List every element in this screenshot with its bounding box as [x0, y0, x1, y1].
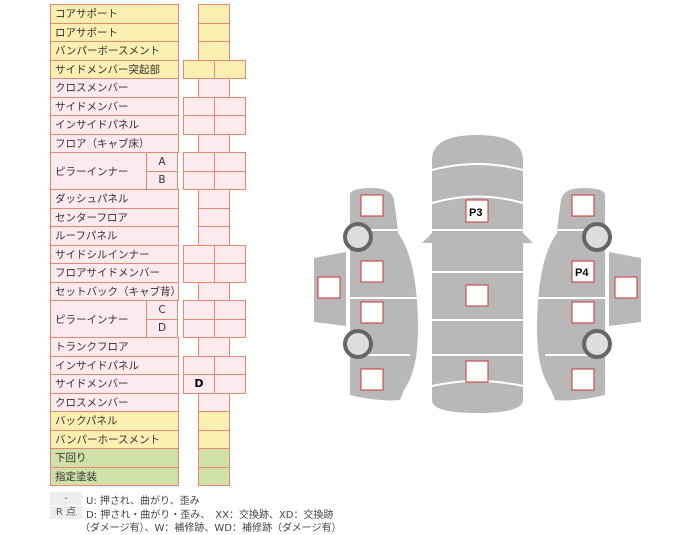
row-label: クロスメンバー	[50, 78, 179, 98]
damage-cell[interactable]	[214, 318, 246, 338]
row-sublabel: C	[146, 300, 178, 320]
damage-cell[interactable]	[214, 263, 246, 283]
wheel-icon	[343, 222, 373, 252]
wheel-icon	[343, 329, 373, 359]
row-label: 下回り	[50, 448, 179, 468]
panel-lines	[350, 163, 605, 387]
damage-cell[interactable]	[214, 59, 246, 79]
legend-key: -	[50, 492, 82, 505]
wheel-icon	[582, 329, 612, 359]
row-label: サイドメンバー突起部	[50, 59, 179, 79]
row-label: インサイドパネル	[50, 115, 179, 135]
row-label: フロア（キャブ床）	[50, 133, 179, 153]
damage-cell[interactable]	[214, 374, 246, 394]
row-label: バンパーホースメント	[50, 429, 179, 449]
row-label: バンパーボースメント	[50, 41, 179, 61]
legend-text: U: 押され、曲がり、歪み	[86, 496, 200, 507]
wheels	[343, 222, 612, 359]
damage-cell[interactable]	[214, 170, 246, 190]
row-sublabel: A	[146, 152, 178, 172]
row-label: サイドメンバー	[50, 96, 179, 116]
damage-markers[interactable]	[317, 194, 638, 391]
row-label: サイドシルインナー	[50, 244, 179, 264]
marker-p3: P3	[469, 207, 482, 219]
row-label: ピラーインナー	[50, 300, 147, 338]
damage-cell[interactable]	[214, 115, 246, 135]
legend-text: D: 押され・曲がり・歪み、 XX：交換跡、XD：交換跡	[86, 510, 334, 521]
wheel-icon	[582, 222, 612, 252]
row-label: ピラーインナー	[50, 152, 147, 190]
damage-cell[interactable]	[198, 466, 230, 486]
legend-key: R 点	[50, 506, 82, 519]
row-label: 指定塗装	[50, 466, 179, 486]
legend-text: （ダメージ有）、W：補修跡、WD：補修跡（ダメージ有）	[80, 523, 342, 534]
row-label: フロアサイドメンバー	[50, 263, 179, 283]
row-label: クロスメンバー	[50, 392, 179, 412]
marker-p4: P4	[575, 267, 589, 279]
row-label: センターフロア	[50, 207, 179, 227]
